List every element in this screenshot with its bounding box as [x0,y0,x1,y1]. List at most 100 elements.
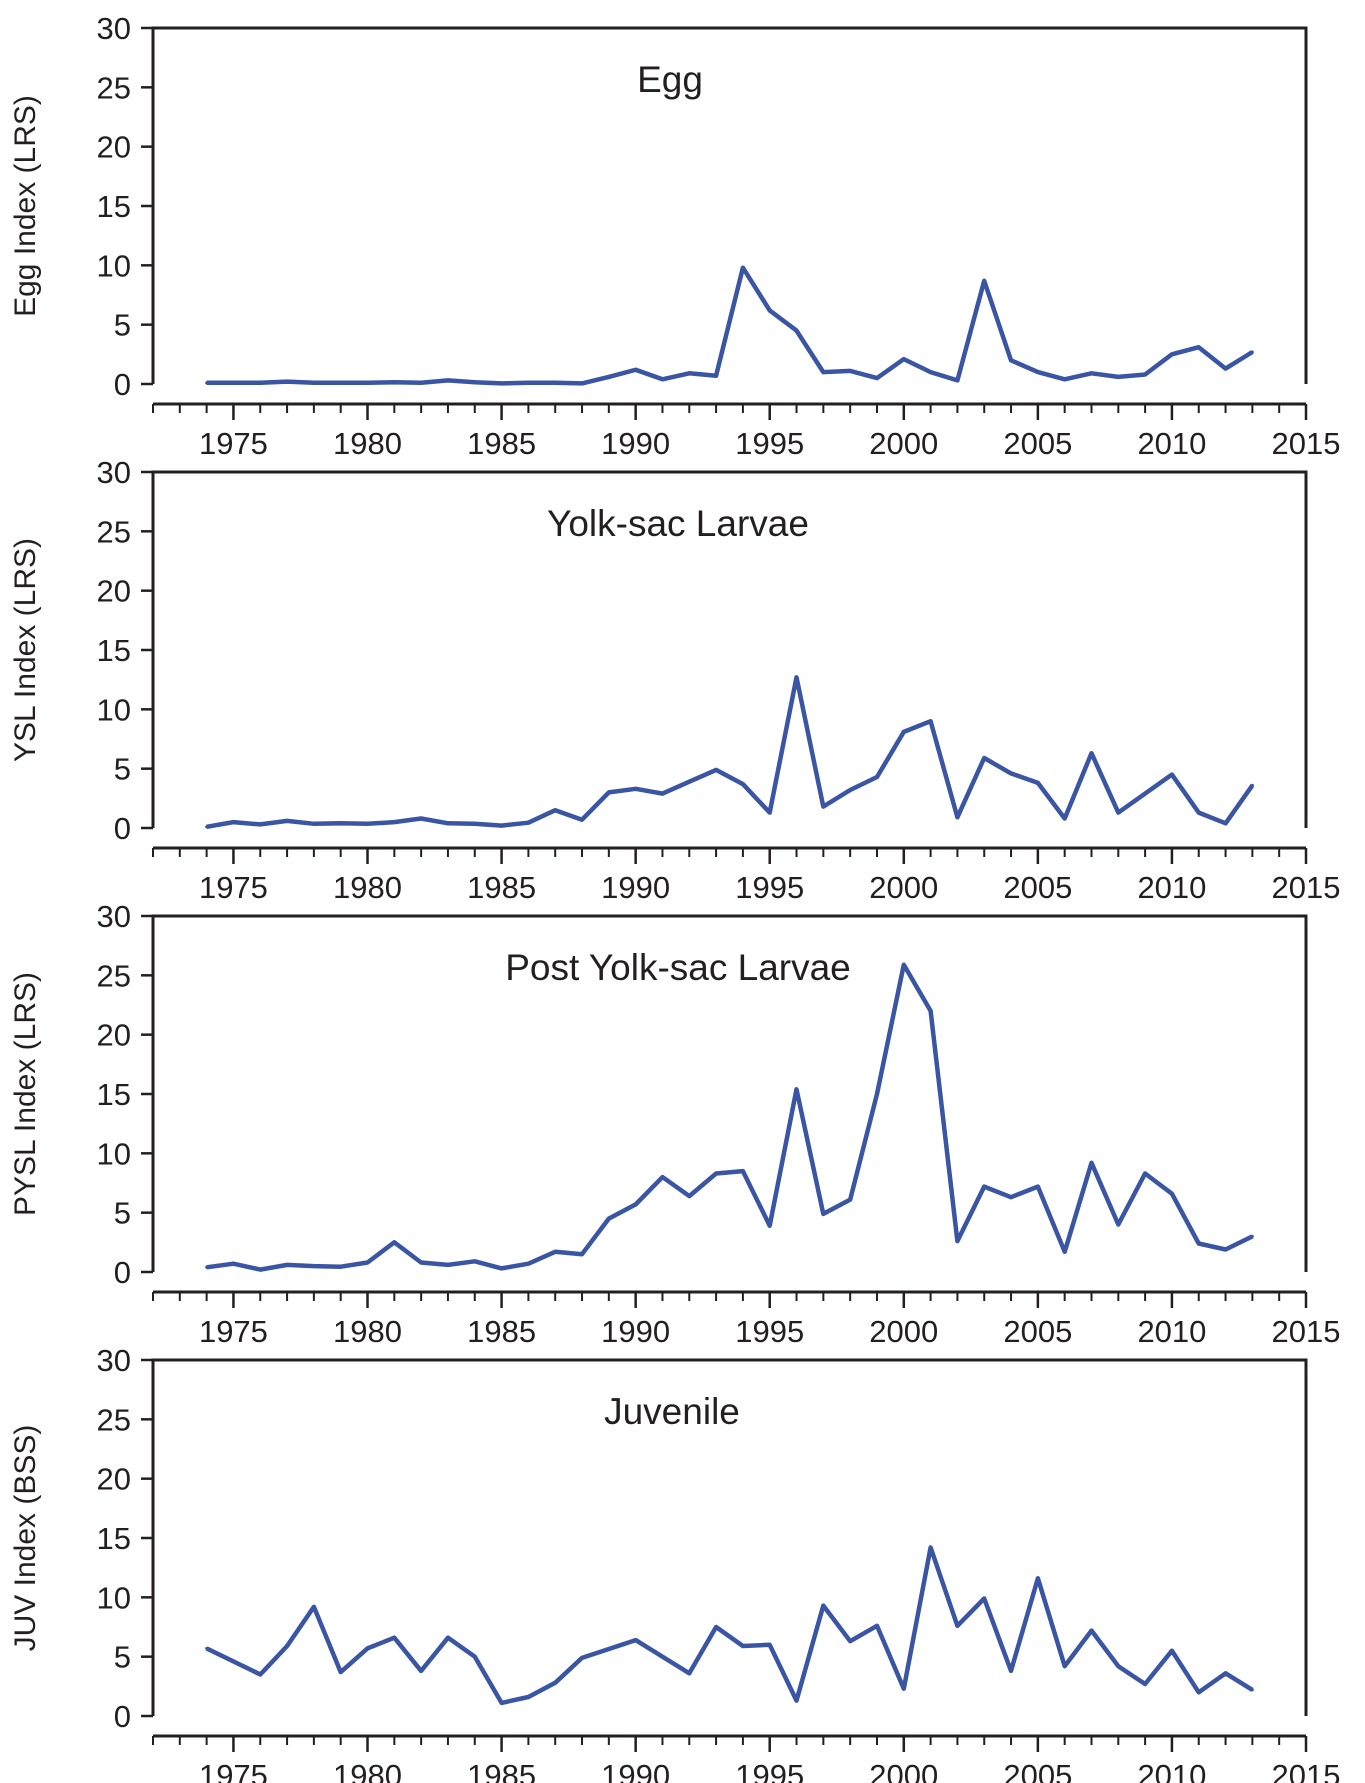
data-point [473,1259,477,1263]
data-point [446,1263,450,1267]
data-point [205,825,209,829]
y-tick-label: 25 [97,958,131,993]
data-point [258,822,262,826]
data-point [1197,345,1201,349]
data-point [1063,1664,1067,1668]
data-point [1116,1223,1120,1227]
y-tick-label: 5 [114,752,131,787]
data-point [339,381,343,385]
x-tick-label: 1990 [601,426,670,461]
x-tick-label: 1975 [199,426,268,461]
data-point [312,1605,316,1609]
data-point [526,381,530,385]
x-tick-label: 2000 [869,1314,938,1349]
data-point [1063,1250,1067,1254]
data-point [741,266,745,270]
data-point [660,1175,664,1179]
y-axis-label: Egg Index (LRS) [9,95,42,317]
x-tick-label: 2015 [1272,1314,1341,1349]
data-point [875,775,879,779]
data-point [848,788,852,792]
panel-title: Egg [637,59,703,100]
data-point [768,1224,772,1228]
data-point [1250,783,1254,787]
data-point [1224,367,1228,371]
data-point [687,780,691,784]
panel-title: Post Yolk-sac Larvae [505,947,851,988]
y-tick-label: 20 [97,1462,131,1497]
data-point [955,1239,959,1243]
data-point [848,1639,852,1643]
y-tick-label: 0 [114,811,131,846]
data-point [795,1087,799,1091]
y-tick-label: 15 [97,1521,131,1556]
data-point [500,1701,504,1705]
data-point [473,1655,477,1659]
data-point [1089,1161,1093,1165]
x-tick-label: 1995 [735,1314,804,1349]
data-point [714,1625,718,1629]
data-point [258,1268,262,1272]
x-tick-label: 2015 [1272,426,1341,461]
y-tick-label: 10 [97,1580,131,1615]
data-point [982,1597,986,1601]
data-point [446,378,450,382]
data-point [419,381,423,385]
x-tick-label: 2010 [1137,870,1206,905]
data-point [392,820,396,824]
data-point [660,792,664,796]
data-point [1116,811,1120,815]
data-point [1143,1172,1147,1176]
data-point [741,1169,745,1173]
y-tick-label: 10 [97,692,131,727]
data-point [768,1643,772,1647]
chart-panel-2: 0 5 10 15 20 25 30 1975 1980 1985 1990 1995 2000 2005… [9,455,1340,905]
x-tick-label: 1990 [601,1758,670,1783]
y-tick-label: 5 [114,1196,131,1231]
data-point [929,1545,933,1549]
y-tick-label: 30 [97,455,131,490]
data-point [982,756,986,760]
data-point [285,1644,289,1648]
data-point [1170,1192,1174,1196]
data-point [1063,377,1067,381]
data-point [526,1262,530,1266]
data-point [875,1624,879,1628]
data-point [1063,817,1067,821]
x-tick-label: 2015 [1272,1758,1341,1783]
data-point [1009,358,1013,362]
data-point [687,1671,691,1675]
x-tick-label: 2010 [1137,426,1206,461]
data-point [231,381,235,385]
data-point [366,1261,370,1265]
y-axis-label: YSL Index (LRS) [9,538,42,762]
x-tick-label: 2015 [1272,870,1341,905]
data-point [1224,821,1228,825]
data-point [1036,781,1040,785]
series-line [206,962,1254,1272]
data-point [607,375,611,379]
y-tick-label: 30 [97,899,131,934]
y-axis-label: PYSL Index (LRS) [9,972,42,1216]
x-tick-label: 1975 [199,1758,268,1783]
data-point [741,1644,745,1648]
x-tick-label: 2000 [869,1758,938,1783]
y-tick-label: 25 [97,514,131,549]
data-point [741,782,745,786]
data-point [875,1092,879,1096]
x-tick-label: 2010 [1137,1758,1206,1783]
data-point [1250,1688,1254,1692]
chart-panel-4: 0 5 10 15 20 25 30 1975 1980 1985 1990 1995 2000 2005… [9,1343,1340,1783]
data-point [929,719,933,723]
y-tick-label: 25 [97,1402,131,1437]
data-point [821,1604,825,1608]
chart-panel-1: 0 5 10 15 20 25 30 1975 1980 1985 1990 1995 2000 2005… [9,11,1340,461]
x-tick-label: 1990 [601,1314,670,1349]
data-point [1089,371,1093,375]
data-point [875,376,879,380]
data-point [634,368,638,372]
data-point [714,374,718,378]
x-tick-label: 2000 [869,870,938,905]
data-point [205,1265,209,1269]
data-point [1143,373,1147,377]
